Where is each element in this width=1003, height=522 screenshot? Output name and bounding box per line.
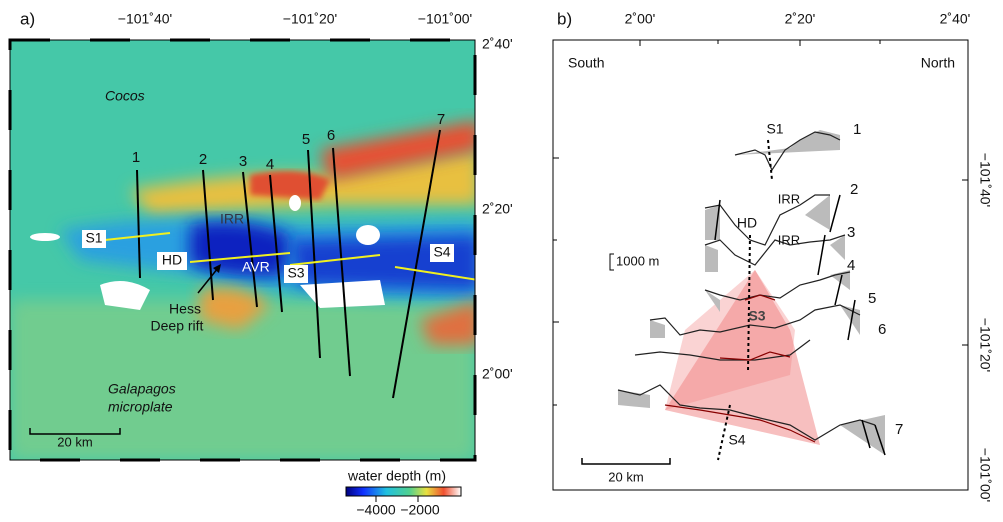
profile-number: 5	[868, 290, 876, 307]
feature-label: S1	[766, 121, 783, 137]
feature-label: HD	[162, 252, 182, 268]
colorbar-tick-label: −2000	[400, 502, 440, 518]
section-label: S1	[85, 230, 102, 246]
feature-label: IRR	[778, 232, 800, 247]
bathymetry-map	[10, 40, 480, 460]
direction-label: North	[921, 55, 955, 71]
profile-number: 7	[895, 421, 903, 438]
feature-label: AVR	[242, 259, 270, 275]
x-tick-label: −101˚00'	[418, 11, 472, 27]
plate-label: microplate	[108, 399, 173, 415]
feature-label: S4	[728, 432, 745, 448]
panel-label: b)	[557, 9, 572, 28]
x-tick-label: −101˚40'	[118, 11, 172, 27]
colorbar-title: water depth (m)	[347, 468, 446, 484]
profile-number: 4	[266, 156, 274, 173]
plate-label: Galapagos	[108, 381, 176, 397]
profile-number: 2	[850, 181, 858, 198]
feature-label: Deep rift	[151, 318, 204, 334]
profile-number: 3	[847, 224, 855, 241]
y-tick-label: 2˚00'	[482, 366, 513, 382]
profile-number: 2	[199, 151, 207, 168]
profile-number: 4	[847, 257, 855, 274]
section-label: S3	[287, 265, 304, 281]
panel-label: a)	[20, 9, 35, 28]
profile-number: 6	[327, 127, 335, 144]
scale-label: 20 km	[608, 469, 643, 484]
scale-label: 20 km	[57, 434, 92, 449]
feature-label: HD	[737, 215, 757, 231]
profile-number: 1	[132, 149, 140, 166]
x-tick-label: 2˚20'	[785, 11, 816, 27]
feature-label: S3	[748, 308, 765, 324]
feature-label: IRR	[220, 211, 244, 227]
x-tick-label: 2˚40'	[940, 11, 971, 27]
feature-label: Hess	[169, 301, 201, 317]
y-tick-label: −101˚40'	[977, 153, 993, 207]
y-tick-label: −101˚20'	[977, 318, 993, 372]
profile-number: 3	[239, 153, 247, 170]
section-label: S4	[433, 244, 450, 260]
profile-number: 1	[853, 121, 861, 138]
figure: a) −101˚40' −101˚20' −101˚00' 2˚40' 2˚20…	[0, 0, 1003, 522]
x-tick-label: 2˚00'	[625, 11, 656, 27]
colorbar	[346, 487, 461, 496]
feature-label: IRR	[778, 191, 800, 206]
vertical-scale-label: 1000 m	[616, 253, 659, 268]
profile-number: 7	[437, 111, 445, 128]
profile-number: 5	[302, 131, 310, 148]
direction-label: South	[568, 55, 605, 71]
y-tick-label: −101˚00'	[977, 448, 993, 502]
profile-number: 6	[878, 321, 886, 338]
plate-label: Cocos	[105, 88, 145, 104]
x-tick-label: −101˚20'	[283, 11, 337, 27]
y-tick-label: 2˚40'	[482, 36, 513, 52]
colorbar-tick-label: −4000	[356, 502, 396, 518]
y-tick-label: 2˚20'	[482, 201, 513, 217]
